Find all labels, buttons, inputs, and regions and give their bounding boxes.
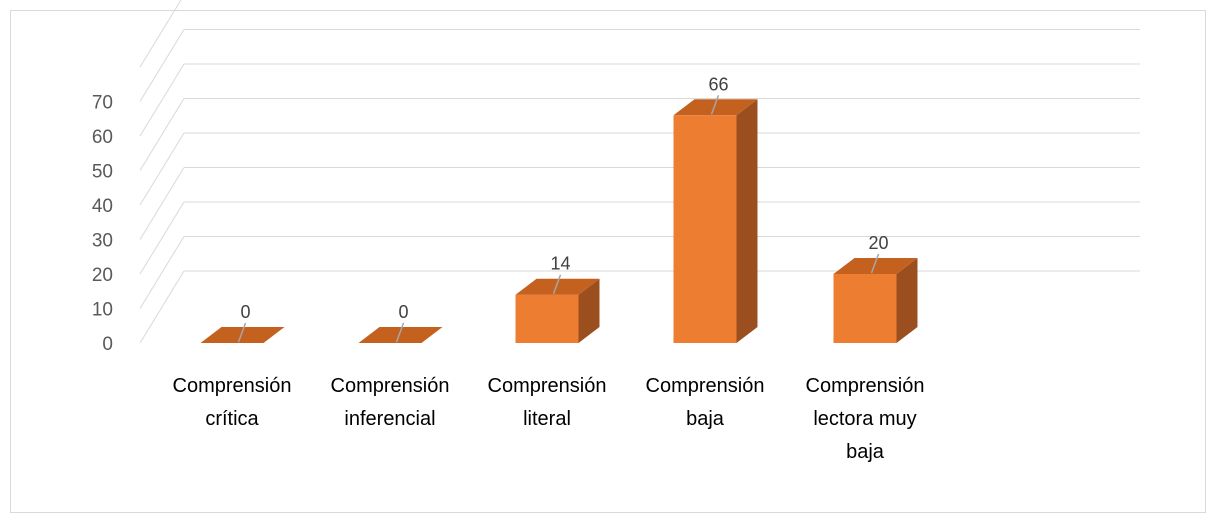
data-label: 0	[240, 302, 250, 322]
gridline-diagonal	[139, 0, 182, 68]
gridline-diagonal	[139, 132, 185, 206]
data-label-leader	[710, 95, 720, 115]
gridline-diagonal	[139, 63, 185, 137]
bar-top	[358, 327, 443, 343]
data-label-leader	[237, 322, 247, 343]
gridline-diagonal	[139, 98, 185, 171]
data-label-leader	[870, 253, 880, 274]
data-label: 14	[550, 254, 570, 274]
x-category-label: Comprensión lectora muy baja	[806, 375, 925, 463]
y-tick-label: 30	[92, 231, 113, 252]
bar-side	[578, 278, 600, 343]
x-category-label-line: literal	[523, 408, 571, 430]
bar-top	[200, 327, 285, 343]
data-label-leader	[395, 322, 405, 343]
y-tick-label: 10	[92, 300, 113, 321]
bar-top	[515, 278, 600, 295]
x-category-label-line: inferencial	[344, 408, 435, 430]
gridline-diagonal	[139, 29, 185, 102]
y-tick-label: 60	[92, 127, 113, 148]
x-category-label-line: baja	[686, 408, 725, 430]
chart-frame	[10, 10, 1206, 513]
bar-side	[736, 99, 758, 343]
y-tick-label: 0	[102, 334, 113, 355]
gridline-diagonal	[139, 236, 185, 309]
bar-front	[673, 115, 737, 343]
y-tick-label: 40	[92, 196, 113, 217]
gridline-diagonal	[139, 201, 185, 275]
gridline-diagonal	[139, 270, 185, 344]
x-category-label: Comprensión baja	[646, 375, 765, 430]
x-category-label-line: baja	[846, 441, 885, 463]
x-category-label-line: Comprensión	[806, 375, 925, 397]
bar-top	[673, 99, 758, 116]
bar-top	[833, 258, 918, 274]
x-category-label: Comprensión literal	[488, 375, 607, 430]
x-category-label: Comprensión inferencial	[331, 375, 450, 430]
x-category-label-line: Comprensión	[488, 375, 607, 397]
y-tick-label: 70	[92, 93, 113, 114]
bar-front	[833, 274, 897, 343]
gridline-diagonal	[139, 167, 185, 240]
bar-front	[515, 294, 579, 343]
data-label-leader	[552, 274, 562, 294]
x-category-label-line: Comprensión	[173, 375, 292, 397]
x-category-label-line: crítica	[205, 408, 259, 430]
y-tick-label: 20	[92, 265, 113, 286]
data-label: 66	[708, 74, 728, 94]
x-category-label-line: lectora muy	[813, 408, 916, 430]
x-category-label-line: Comprensión	[331, 375, 450, 397]
x-category-label-line: Comprensión	[646, 375, 765, 397]
y-tick-label: 50	[92, 162, 113, 183]
data-label: 20	[868, 233, 888, 253]
x-category-label: Comprensión crítica	[173, 375, 292, 430]
bar-side	[896, 258, 918, 343]
data-label: 0	[398, 302, 408, 322]
